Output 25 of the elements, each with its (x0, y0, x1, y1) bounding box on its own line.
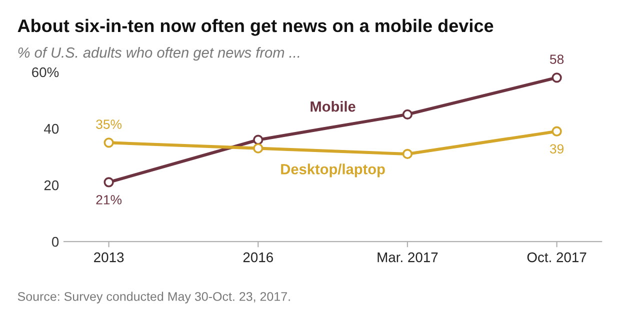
chart-title: About six-in-ten now often get news on a mobile device (18, 18, 494, 36)
series-label: Mobile (310, 101, 356, 112)
point (253, 143, 264, 154)
point (253, 134, 264, 145)
point (104, 138, 114, 148)
chart-subtitle: % of U.S. adults who often get news from ... (18, 47, 300, 61)
y-tick-label: 20 (44, 180, 59, 190)
point (402, 109, 413, 120)
x-tick-label: 2013 (94, 252, 124, 262)
series-label: Desktop/laptop (281, 164, 385, 178)
y-tick-label: 60% (32, 67, 59, 78)
point (104, 177, 114, 188)
data-label: 58 (550, 54, 564, 64)
point (402, 148, 413, 160)
y-tick-label: 40 (44, 124, 59, 134)
point (552, 126, 562, 136)
data-label: 21% (96, 195, 122, 204)
source-note: Source: Survey conducted May 30-Oct. 23, 2017. (18, 292, 290, 304)
x-tick-label: Oct. 2017 (527, 252, 586, 262)
data-label: 35% (96, 120, 122, 129)
x-tick-label: Mar. 2017 (378, 252, 438, 262)
x-tick-label: 2016 (243, 252, 273, 262)
y-tick-label: 0 (52, 236, 59, 247)
data-label: 39 (550, 144, 564, 154)
point (552, 72, 562, 83)
